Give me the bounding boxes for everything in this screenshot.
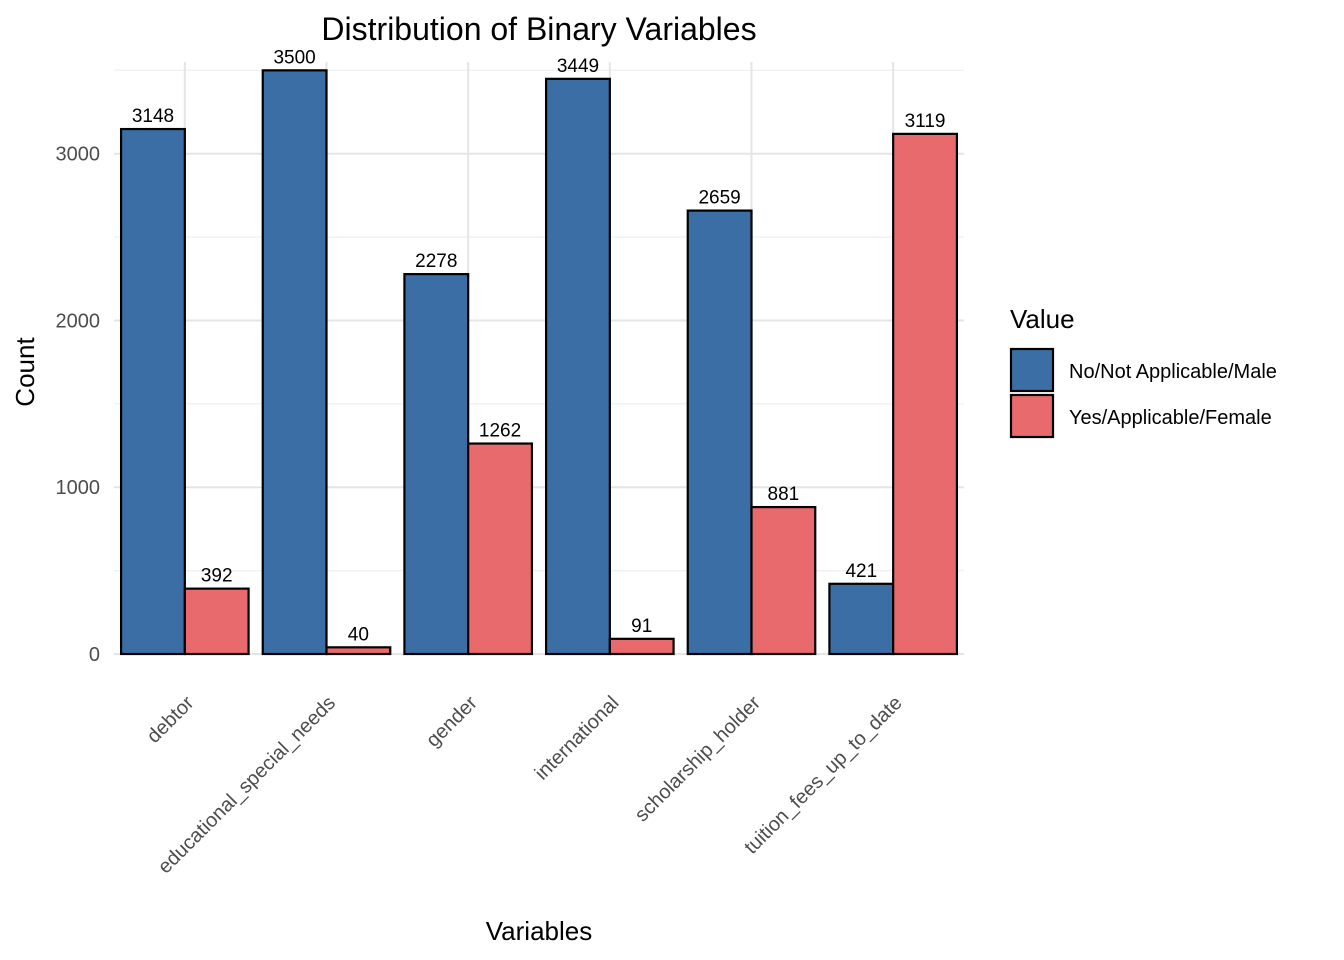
bar-value-label: 3449 — [557, 56, 599, 77]
x-axis-title: Variables — [486, 916, 592, 946]
legend-title: Value — [1010, 304, 1075, 334]
bar — [325, 646, 392, 656]
grid-lines — [114, 62, 964, 655]
bar — [261, 69, 328, 656]
bar-value-labels: 3148 392 3500 40 2278 1262 3449 91 2659 881 421 311… — [132, 47, 946, 645]
bar-value-label: 421 — [845, 561, 877, 582]
y-tick-label: 1000 — [56, 477, 101, 499]
bar — [183, 587, 250, 656]
x-tick-label: debtor — [143, 692, 199, 748]
legend-key-yes — [1009, 393, 1055, 439]
bar — [892, 132, 959, 656]
legend: Value No/Not Applicable/Male Yes/Applica… — [1009, 304, 1277, 439]
legend-label-no: No/Not Applicable/Male — [1069, 361, 1277, 383]
x-tick-label: international — [531, 692, 624, 785]
bar-value-label: 91 — [631, 616, 652, 637]
y-tick-label: 0 — [89, 644, 100, 666]
bar — [403, 273, 470, 656]
legend-label-yes: Yes/Applicable/Female — [1069, 407, 1272, 429]
x-tick-label: gender — [422, 692, 482, 752]
bar-value-label: 3148 — [132, 106, 174, 127]
bar — [750, 505, 817, 656]
bar — [828, 582, 895, 656]
bar — [686, 209, 753, 656]
y-axis-ticks: 0 1000 2000 3000 — [56, 144, 101, 666]
bar-value-label: 2659 — [698, 188, 740, 209]
bar-value-label: 3500 — [273, 47, 315, 68]
y-tick-label: 2000 — [56, 310, 101, 332]
bar — [467, 442, 534, 656]
bar — [119, 127, 186, 656]
bar-value-label: 1262 — [479, 421, 521, 442]
bar-value-label: 2278 — [415, 251, 457, 272]
bar — [608, 637, 675, 656]
y-axis-title: Count — [10, 337, 40, 407]
bar — [544, 77, 611, 656]
x-tick-label: tuition_fees_up_to_date — [740, 692, 907, 859]
bars — [119, 69, 959, 656]
bar-value-label: 3119 — [905, 111, 946, 132]
x-tick-label: scholarship_holder — [631, 692, 766, 827]
bar-value-label: 881 — [768, 484, 800, 505]
bar-value-label: 40 — [348, 624, 369, 645]
bar-value-label: 392 — [201, 566, 233, 587]
y-tick-label: 3000 — [56, 144, 101, 166]
legend-key-no — [1009, 347, 1055, 393]
chart-title: Distribution of Binary Variables — [321, 11, 756, 47]
